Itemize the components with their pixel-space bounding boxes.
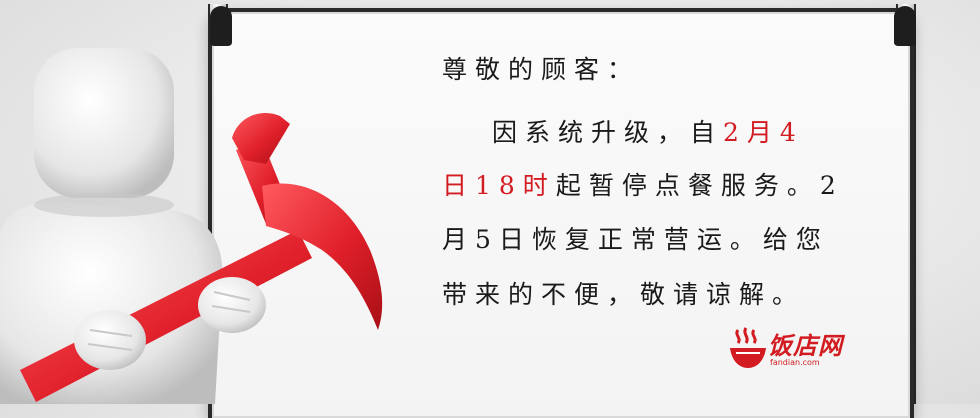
logo-domain: fandian.com: [770, 358, 820, 367]
notice-line-2: 因系统升级，自2月4: [492, 118, 804, 148]
steaming-bowl-icon: [730, 327, 766, 368]
figure-with-hammer-illustration: [0, 48, 383, 404]
notice-line-3-text: 起暂停点餐服务。2: [555, 171, 844, 200]
board-right-cap: [894, 6, 916, 46]
notice-line-4: 月5日恢复正常营运。给您: [442, 225, 829, 254]
notice-time-start: 日18时: [442, 171, 556, 200]
notice-greeting: 尊敬的顾客：: [442, 55, 641, 84]
notice-date-start: 2月4: [723, 118, 804, 147]
notice-line-2-text: 因系统升级，自: [492, 118, 724, 147]
board-left-cap: [210, 6, 232, 46]
logo-name: 饭店网: [768, 332, 843, 360]
notice-line-5: 带来的不便，敬请谅解。: [442, 280, 806, 309]
notice-line-3: 日18时起暂停点餐服务。2: [442, 171, 844, 201]
fandian-logo[interactable]: 饭店网 fandian.com: [728, 326, 868, 378]
